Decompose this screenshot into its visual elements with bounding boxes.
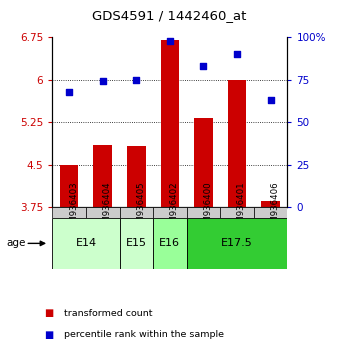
Text: GSM936401: GSM936401 — [237, 182, 246, 234]
Text: E17.5: E17.5 — [221, 238, 253, 249]
Text: percentile rank within the sample: percentile rank within the sample — [64, 330, 224, 339]
Bar — [161, 40, 179, 207]
Text: ■: ■ — [44, 308, 53, 318]
Text: E16: E16 — [159, 238, 180, 249]
Bar — [120, 207, 153, 218]
Bar — [153, 218, 187, 269]
Text: GSM936405: GSM936405 — [136, 182, 145, 234]
Bar — [94, 145, 112, 207]
Bar — [228, 80, 246, 207]
Point — [134, 77, 139, 82]
Bar — [52, 218, 120, 269]
Text: GSM936400: GSM936400 — [203, 182, 212, 234]
Text: ■: ■ — [44, 330, 53, 339]
Text: age: age — [7, 238, 26, 249]
Bar — [254, 207, 287, 218]
Bar — [60, 165, 78, 207]
Text: E14: E14 — [75, 238, 97, 249]
Text: GSM936402: GSM936402 — [170, 182, 179, 234]
Bar — [127, 146, 146, 207]
Point — [67, 89, 72, 95]
Bar — [220, 207, 254, 218]
Point — [201, 63, 206, 69]
Bar — [194, 118, 213, 207]
Point — [268, 97, 273, 103]
Text: GDS4591 / 1442460_at: GDS4591 / 1442460_at — [92, 9, 246, 22]
Bar — [120, 218, 153, 269]
Point — [234, 51, 240, 57]
Bar — [187, 207, 220, 218]
Bar — [52, 207, 86, 218]
Bar — [153, 207, 187, 218]
Text: GSM936406: GSM936406 — [270, 182, 280, 234]
Text: transformed count: transformed count — [64, 309, 153, 318]
Point — [167, 38, 173, 44]
Bar — [86, 207, 120, 218]
Text: GSM936403: GSM936403 — [69, 182, 78, 234]
Text: E15: E15 — [126, 238, 147, 249]
Text: GSM936404: GSM936404 — [103, 182, 112, 234]
Bar — [187, 218, 287, 269]
Bar — [261, 201, 280, 207]
Point — [100, 79, 105, 84]
